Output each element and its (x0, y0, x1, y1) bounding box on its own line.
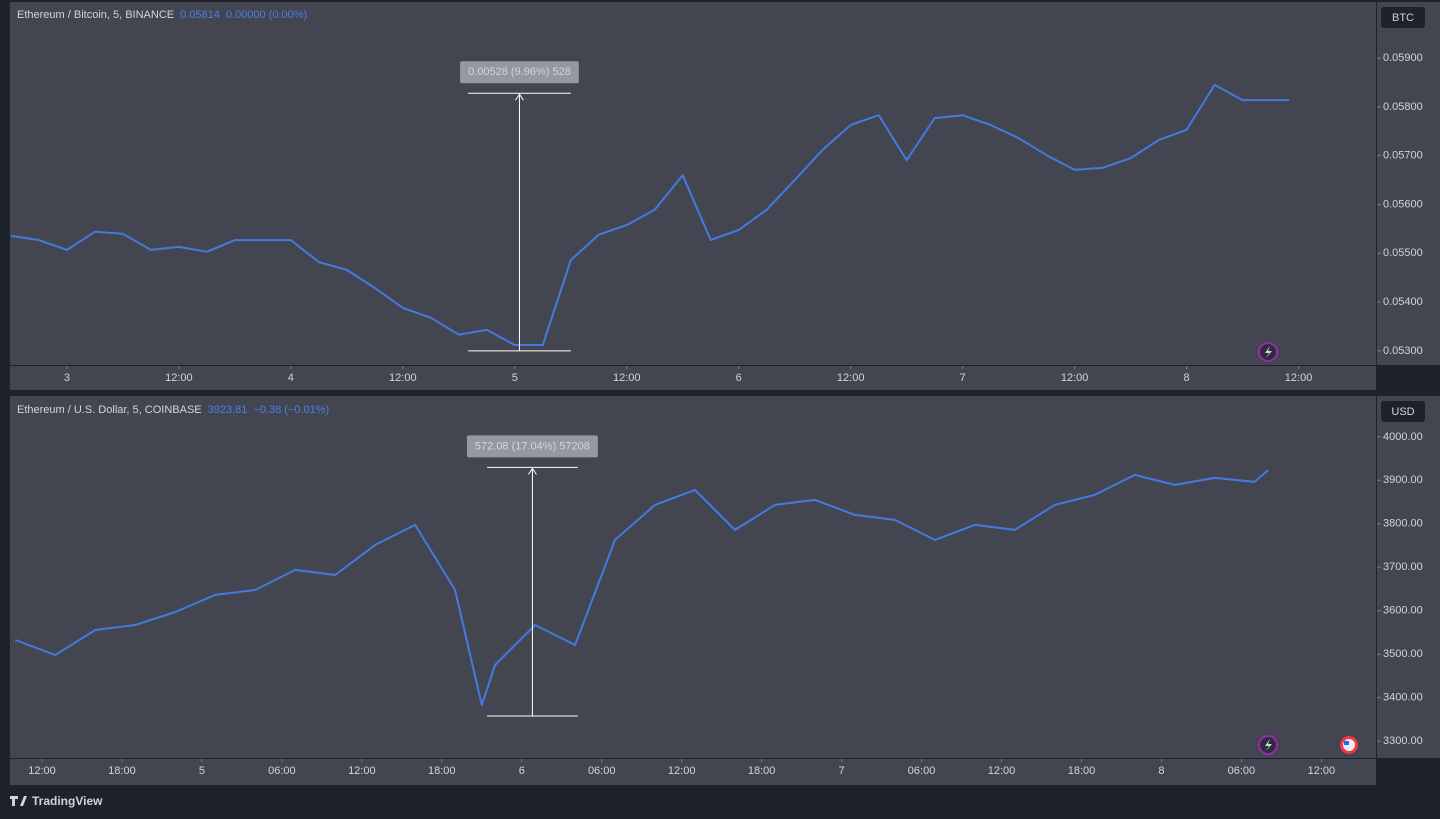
y-tick-label: 0.05600 (1383, 198, 1423, 210)
currency-box (1381, 7, 1425, 28)
measure-arrowhead (527, 467, 537, 475)
time-axis-2 (10, 759, 1376, 785)
y-tick-label: 0.05800 (1383, 101, 1423, 113)
y-tick-label: 3900.00 (1383, 474, 1423, 486)
icon[interactable] (1258, 342, 1278, 362)
x-tick-label: 12:00 (28, 765, 56, 777)
y-tick-label: 3400.00 (1383, 692, 1423, 704)
time-axis-1 (10, 366, 1376, 390)
change: −0.38 (−0.01%) (253, 404, 330, 416)
price: 0.05814 (180, 9, 220, 21)
x-tick-label: 3 (64, 372, 70, 384)
measure-label: 572.08 (17.04%) 57208 (475, 440, 590, 452)
x-tick-label: 06:00 (588, 765, 616, 777)
measure-label: 0.00528 (9.96%) 528 (468, 66, 571, 78)
x-tick-label: 6 (519, 765, 525, 777)
x-tick-label: 8 (1184, 372, 1190, 384)
x-tick-label: 5 (512, 372, 518, 384)
price-axis-2 (1377, 396, 1440, 758)
currency-box (1381, 401, 1425, 422)
pane-1 (10, 2, 1376, 365)
footer-brand: TradingView (32, 794, 103, 808)
x-tick-label: 12:00 (1285, 372, 1313, 384)
y-tick-label: 0.05900 (1383, 52, 1423, 64)
x-tick-label: 7 (839, 765, 845, 777)
y-tick-label: 3800.00 (1383, 518, 1423, 530)
y-tick-label: 4000.00 (1383, 431, 1423, 443)
x-tick-label: 18:00 (748, 765, 776, 777)
x-tick-label: 12:00 (389, 372, 417, 384)
y-tick-label: 3700.00 (1383, 561, 1423, 573)
y-tick-label: 0.05300 (1383, 345, 1423, 357)
x-tick-label: 12:00 (837, 372, 865, 384)
currency: BTC (1392, 12, 1414, 24)
x-tick-label: 12:00 (348, 765, 376, 777)
x-tick-label: 06:00 (1228, 765, 1256, 777)
symbol: Ethereum / U.S. Dollar, 5, COINBASE (17, 404, 202, 416)
x-tick-label: 4 (288, 372, 294, 384)
symbol: Ethereum / Bitcoin, 5, BINANCE (17, 9, 175, 21)
currency: USD (1391, 406, 1414, 418)
price-line (14, 469, 1269, 706)
change: 0.00000 (0.00%) (225, 9, 308, 21)
y-tick-label: 3500.00 (1383, 648, 1423, 660)
x-tick-label: 12:00 (1061, 372, 1089, 384)
legend: Ethereum / Bitcoin, 5, BINANCE 0.05814 0.0… (17, 9, 313, 21)
x-tick-label: 6 (736, 372, 742, 384)
price-line (10, 83, 1290, 346)
x-tick-label: 12:00 (613, 372, 641, 384)
x-tick-label: 06:00 (908, 765, 936, 777)
y-tick-label: 0.05500 (1383, 247, 1423, 259)
x-tick-label: 18:00 (1068, 765, 1096, 777)
x-tick-label: 5 (199, 765, 205, 777)
icon[interactable] (1258, 735, 1278, 755)
x-tick-label: 12:00 (1308, 765, 1336, 777)
flag-icon[interactable] (1340, 736, 1358, 754)
measure-label-box (466, 435, 598, 458)
x-tick-label: 06:00 (268, 765, 296, 777)
measure-label-box (460, 61, 579, 84)
price: 3923.81 (207, 404, 248, 416)
x-tick-label: 12:00 (165, 372, 193, 384)
y-tick-label: 3600.00 (1383, 605, 1423, 617)
y-tick-label: 0.05700 (1383, 150, 1423, 162)
logo (10, 796, 27, 806)
x-tick-label: 12:00 (988, 765, 1016, 777)
y-tick-label: 0.05400 (1383, 296, 1423, 308)
x-tick-label: 7 (960, 372, 966, 384)
pane-2 (10, 396, 1376, 758)
x-tick-label: 8 (1158, 765, 1164, 777)
legend: Ethereum / U.S. Dollar, 5, COINBASE 3923.… (17, 404, 335, 416)
x-tick-label: 12:00 (668, 765, 696, 777)
x-tick-label: 18:00 (428, 765, 456, 777)
x-tick-label: 18:00 (108, 765, 136, 777)
price-axis-1 (1377, 2, 1440, 365)
y-tick-label: 3300.00 (1383, 735, 1423, 747)
measure-arrowhead (515, 93, 524, 101)
